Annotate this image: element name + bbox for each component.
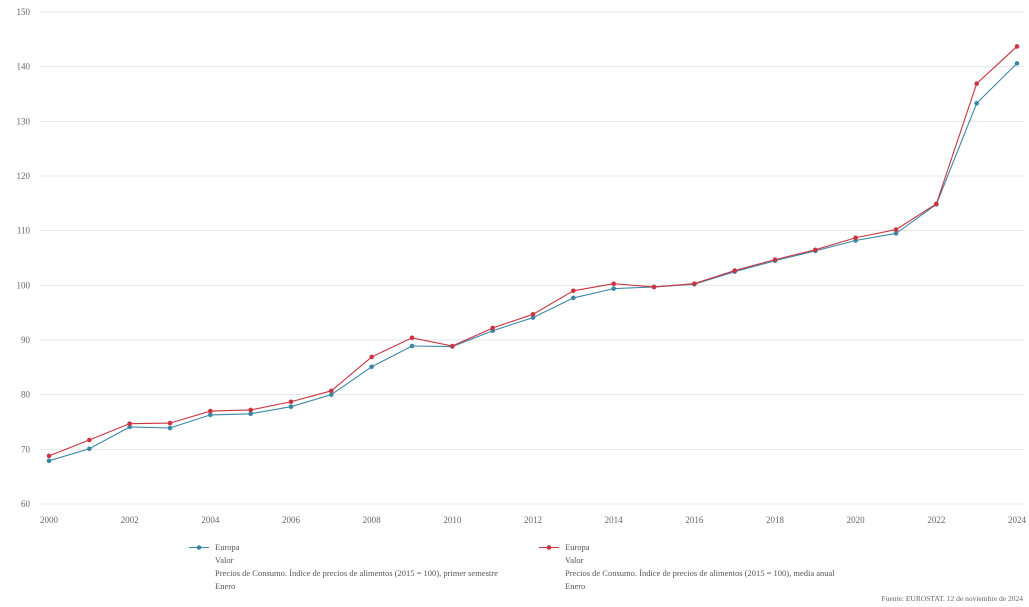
series-1-point-2015[interactable]	[651, 284, 657, 290]
x-tick-label: 2022	[927, 515, 945, 525]
series-0-line	[48, 62, 1018, 462]
x-tick-label: 2010	[443, 515, 462, 525]
series-0-point-2000[interactable]	[46, 458, 52, 464]
series-0-point-2003[interactable]	[167, 425, 173, 431]
series-1-point-2008[interactable]	[369, 354, 374, 360]
legend-series-name: Europa	[215, 542, 240, 552]
series-0-point-2012[interactable]	[530, 315, 536, 320]
x-axis-tick-labels: 2000 2002 2004 2006 2008 2010 2012 2014 2016 2018…	[40, 515, 1027, 525]
y-tick-label: 60	[21, 499, 31, 509]
series-1-point-2023[interactable]	[974, 81, 979, 86]
x-tick-label: 2016	[685, 515, 704, 525]
legend-indicator: Precios de Consumo. Índice de precios de…	[215, 568, 498, 578]
legend-indicator: Precios de Consumo. Índice de precios de…	[565, 568, 835, 578]
series-0-point-2002[interactable]	[127, 424, 132, 430]
series-1-point-2017[interactable]	[732, 268, 737, 273]
series-0-point-2005[interactable]	[248, 411, 253, 417]
series-0-point-2004[interactable]	[208, 412, 213, 418]
series-0-point-2007[interactable]	[329, 392, 334, 397]
series-0-point-2013[interactable]	[571, 295, 576, 301]
y-tick-label: 130	[17, 116, 31, 126]
series-1-point-2021[interactable]	[893, 227, 899, 232]
series-1-point-2019[interactable]	[813, 247, 818, 253]
series-1-point-2012[interactable]	[530, 312, 536, 317]
x-tick-label: 2004	[201, 515, 220, 525]
series-0-point-2014[interactable]	[611, 286, 616, 291]
y-tick-label: 140	[17, 62, 31, 72]
series-0-point-2008[interactable]	[369, 364, 374, 370]
legend-marker-series-0	[189, 545, 209, 550]
series-1-point-2016[interactable]	[692, 281, 697, 286]
series-1-point-2004[interactable]	[208, 408, 213, 414]
series-0-point-2009[interactable]	[409, 343, 415, 349]
series-1-point-2024[interactable]	[1014, 44, 1020, 49]
legend-item-series-1[interactable]: Europa Valor Precios de Consumo. Índice …	[539, 541, 835, 593]
x-tick-label: 2008	[363, 515, 382, 525]
x-tick-label: 2020	[847, 515, 866, 525]
series-1-point-2009[interactable]	[409, 335, 415, 341]
legend-series-name: Europa	[565, 542, 590, 552]
series-1-point-2018[interactable]	[772, 257, 778, 262]
legend-marker-series-1	[539, 545, 559, 550]
series-1-point-2001[interactable]	[87, 437, 92, 443]
series-layer	[46, 44, 1020, 464]
y-tick-label: 150	[17, 7, 31, 17]
series-0-point-2001[interactable]	[87, 446, 92, 452]
series-0-point-2024[interactable]	[1014, 61, 1020, 66]
y-axis-tick-labels: 60 70 80 90 100 110 120 130 140 150	[17, 7, 31, 509]
series-1-point-2011[interactable]	[490, 325, 495, 331]
gridlines	[40, 11, 1024, 505]
series-1-point-2013[interactable]	[571, 288, 576, 294]
x-tick-label: 2018	[766, 515, 785, 525]
y-tick-label: 90	[21, 335, 31, 345]
series-1-point-2005[interactable]	[248, 407, 253, 413]
series-0-point-2006[interactable]	[288, 404, 294, 409]
legend-item-series-0[interactable]: Europa Valor Precios de Consumo. Índice …	[189, 541, 498, 593]
source-note: Fuente: EUROSTAT. 12 de noviembre de 202…	[881, 594, 1023, 603]
y-tick-label: 120	[17, 171, 31, 181]
x-tick-label: 2002	[121, 515, 139, 525]
series-1-point-2007[interactable]	[329, 388, 334, 394]
series-1	[46, 44, 1020, 459]
legend-period: Enero	[215, 581, 236, 591]
legend-measure: Valor	[565, 555, 584, 565]
y-tick-label: 110	[17, 226, 31, 236]
x-tick-label: 2000	[40, 515, 59, 525]
x-tick-label: 2024	[1008, 515, 1027, 525]
y-tick-label: 70	[21, 444, 31, 454]
x-tick-label: 2006	[282, 515, 301, 525]
series-1-point-2000[interactable]	[46, 453, 52, 459]
series-0-point-2023[interactable]	[974, 100, 979, 106]
series-0-point-2021[interactable]	[893, 231, 899, 236]
y-tick-label: 80	[21, 390, 31, 400]
series-1-point-2002[interactable]	[127, 421, 132, 426]
series-1-point-2020[interactable]	[853, 235, 858, 241]
legend-measure: Valor	[215, 555, 234, 565]
series-1-point-2003[interactable]	[167, 420, 173, 426]
x-tick-label: 2012	[524, 515, 542, 525]
series-1-point-2006[interactable]	[288, 399, 294, 405]
series-1-point-2014[interactable]	[611, 281, 616, 286]
x-tick-label: 2014	[605, 515, 624, 525]
series-1-point-2010[interactable]	[450, 343, 455, 349]
legend-period: Enero	[565, 581, 586, 591]
series-1-point-2022[interactable]	[934, 201, 939, 207]
y-tick-label: 100	[17, 280, 31, 290]
